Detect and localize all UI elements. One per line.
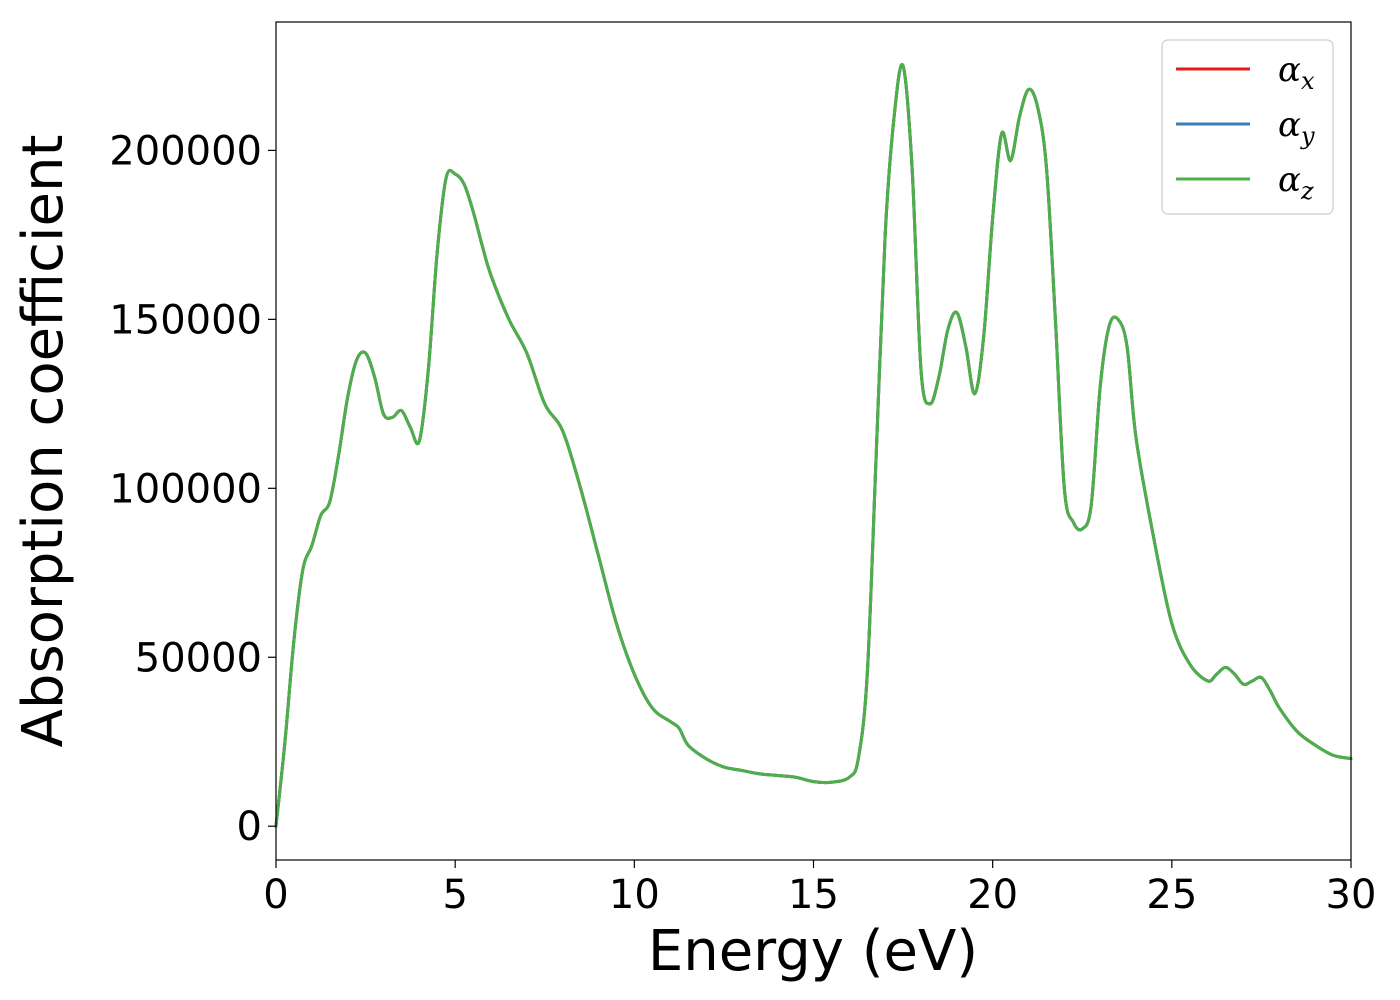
x-tick-label: 25 [1146,872,1197,918]
y-tick-label: 200000 [109,128,262,174]
x-tick-label: 10 [609,872,660,918]
y-tick-label: 100000 [109,466,262,512]
legend-label-subscript: z [1300,177,1314,205]
x-tick-label: 20 [967,872,1018,918]
legend-label-subscript: y [1300,122,1315,150]
legend-label-z: αz [1278,160,1314,205]
y-axis-label: Absorption coefficient [11,135,76,748]
x-axis-ticks: 0 5 10 15 20 25 30 [263,860,1376,918]
y-tick-label: 0 [237,804,262,850]
series-line-z [274,63,1353,828]
legend-label-base: α [1278,50,1301,90]
legend-frame [1161,39,1334,215]
legend-label-y: αy [1278,105,1315,150]
x-axis-label: Energy (eV) [648,919,978,984]
legend-label-x: αx [1278,50,1315,95]
legend-label-subscript: x [1301,67,1315,95]
y-tick-label: 150000 [109,297,262,343]
y-axis-ticks: 0 50000 100000 150000 200000 [109,128,276,850]
x-tick-label: 5 [442,872,467,918]
x-tick-label: 0 [263,872,288,918]
legend-label-base: α [1278,160,1301,200]
series-layer [274,63,1353,828]
x-tick-label: 15 [788,872,839,918]
x-tick-label: 30 [1326,872,1377,918]
y-tick-label: 50000 [135,635,262,681]
legend-label-base: α [1278,105,1301,145]
